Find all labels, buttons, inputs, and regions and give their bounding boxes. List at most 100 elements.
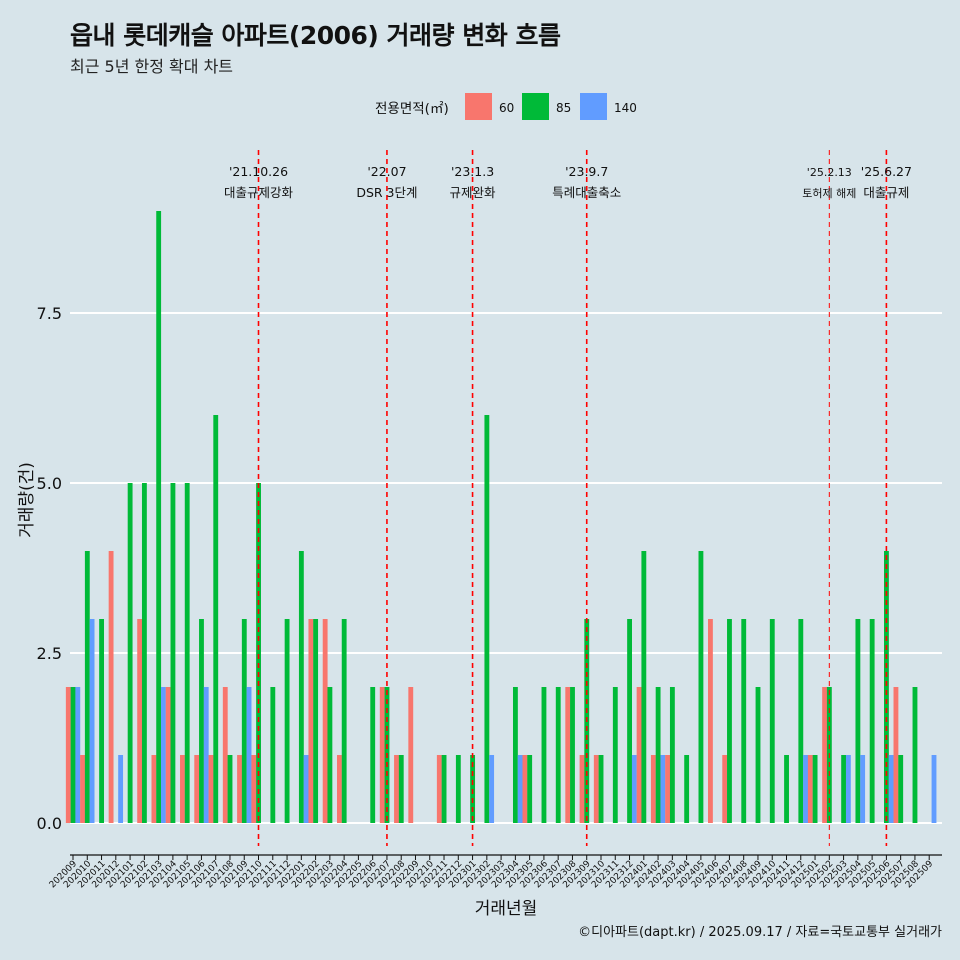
bar-140-202504 xyxy=(860,755,866,823)
y-axis: 0.0 2.5 5.0 7.5 거래량(건) xyxy=(17,304,62,833)
bar-60-202202 xyxy=(308,619,314,823)
bar-85-202404 xyxy=(684,755,690,823)
bar-85-202306 xyxy=(541,687,547,823)
event-date: '25.6.27 xyxy=(861,164,912,179)
bar-85-202110 xyxy=(256,483,261,823)
bar-140-202012 xyxy=(118,755,124,823)
bar-60-202507 xyxy=(893,687,899,823)
bar-85-202103 xyxy=(156,211,162,823)
bar-85-202402 xyxy=(655,687,661,823)
bar-60-202109 xyxy=(237,755,242,823)
bar-140-202302 xyxy=(489,755,495,823)
chart-title: 읍내 롯데캐슬 아파트(2006) 거래량 변화 흐름 xyxy=(70,21,561,50)
bar-60-202204 xyxy=(337,755,342,823)
bar-85-202206 xyxy=(370,687,376,823)
legend-swatch-85 xyxy=(522,93,549,120)
bar-60-202211 xyxy=(436,755,442,823)
bar-85-202507 xyxy=(898,755,904,823)
bar-60-202502 xyxy=(822,687,828,823)
bar-60-202102 xyxy=(137,619,143,823)
bar-85-202405 xyxy=(698,551,704,823)
bar-140-202412 xyxy=(803,755,808,823)
bar-85-202304 xyxy=(512,687,518,823)
bar-140-202010 xyxy=(89,619,95,823)
bar-85-202505 xyxy=(869,619,875,823)
event-date: '25.2.13 xyxy=(807,166,852,179)
legend: 전용면적(㎡) 60 85 140 xyxy=(375,93,637,120)
bar-85-202504 xyxy=(855,619,861,823)
event-date: '23.1.3 xyxy=(451,164,494,179)
bar-85-202308 xyxy=(570,687,575,823)
legend-label-85: 85 xyxy=(556,101,571,115)
event-label: 대출규제 xyxy=(863,185,909,200)
bar-140-202506 xyxy=(888,755,894,823)
bar-85-202501 xyxy=(812,755,818,823)
bar-85-202410 xyxy=(769,619,775,823)
bar-60-202106 xyxy=(194,755,200,823)
bar-85-202412 xyxy=(798,619,804,823)
event-label: 특례대출축소 xyxy=(552,185,621,200)
bar-85-202506 xyxy=(884,551,889,823)
chart-subtitle: 최근 5년 한정 확대 차트 xyxy=(70,57,234,76)
bar-85-202106 xyxy=(199,619,204,823)
event-date: '21.10.26 xyxy=(229,164,288,179)
source-caption: ©디아파트(dapt.kr) / 2025.09.17 / 자료=국토교통부 실… xyxy=(578,925,942,940)
bar-140-202109 xyxy=(246,687,252,823)
bar-85-202208 xyxy=(398,755,404,823)
bar-85-202203 xyxy=(327,687,333,823)
y-tick-label: 5.0 xyxy=(37,474,62,493)
bar-60-202105 xyxy=(180,755,185,823)
bar-85-202201 xyxy=(298,551,304,823)
y-tick-label: 2.5 xyxy=(37,644,62,663)
bar-140-202009 xyxy=(75,687,81,823)
bar-85-202312 xyxy=(627,619,632,823)
x-axis-label: 거래년월 xyxy=(475,899,538,919)
bar-60-202104 xyxy=(165,687,171,823)
bar-85-202011 xyxy=(99,619,105,823)
event-markers: '21.10.26 대출규제강화 '22.07 DSR 3단계 '23.1.3 규제완화 '… xyxy=(224,150,912,846)
y-axis-label: 거래량(건) xyxy=(17,462,37,538)
bar-60-202310 xyxy=(593,755,599,823)
bar-85-202204 xyxy=(341,619,347,823)
bar-85-202211 xyxy=(441,755,447,823)
legend-swatch-140 xyxy=(580,93,607,120)
bar-85-202111 xyxy=(270,687,276,823)
bar-140-202509 xyxy=(931,755,937,823)
legend-label-60: 60 xyxy=(499,101,514,115)
bar-85-202407 xyxy=(727,619,732,823)
bar-60-202308 xyxy=(565,687,571,823)
bar-85-202305 xyxy=(527,755,533,823)
bar-85-202401 xyxy=(641,551,647,823)
bar-60-202207 xyxy=(379,687,385,823)
bar-60-202403 xyxy=(665,755,671,823)
bar-85-202009 xyxy=(70,687,76,823)
x-axis: 2020092020102020112020122021012021022021… xyxy=(48,854,942,919)
bar-85-202408 xyxy=(741,619,747,823)
bar-85-202104 xyxy=(170,483,176,823)
bar-60-202103 xyxy=(151,755,157,823)
bar-140-202304 xyxy=(517,755,523,823)
event-label: 토허제 해제 xyxy=(802,186,856,200)
bar-85-202107 xyxy=(213,415,219,823)
bar-85-202212 xyxy=(455,755,461,823)
bar-85-202102 xyxy=(141,483,147,823)
legend-label-140: 140 xyxy=(614,101,637,115)
bar-85-202307 xyxy=(555,687,561,823)
bar-60-202108 xyxy=(222,687,228,823)
bar-60-202009 xyxy=(65,687,71,823)
bar-85-202101 xyxy=(127,483,133,823)
bar-85-202105 xyxy=(184,483,190,823)
bar-85-202310 xyxy=(598,755,604,823)
bar-60-202309 xyxy=(579,755,585,823)
event-date: '22.07 xyxy=(367,164,406,179)
bar-140-202402 xyxy=(660,755,666,823)
bar-140-202503 xyxy=(845,755,851,823)
bar-140-202312 xyxy=(631,755,637,823)
bar-60-202501 xyxy=(807,755,813,823)
bar-60-202208 xyxy=(394,755,399,823)
bar-60-202305 xyxy=(522,755,528,823)
bar-85-202109 xyxy=(241,619,247,823)
bar-60-202010 xyxy=(80,755,85,823)
event-date: '23.9.7 xyxy=(565,164,608,179)
